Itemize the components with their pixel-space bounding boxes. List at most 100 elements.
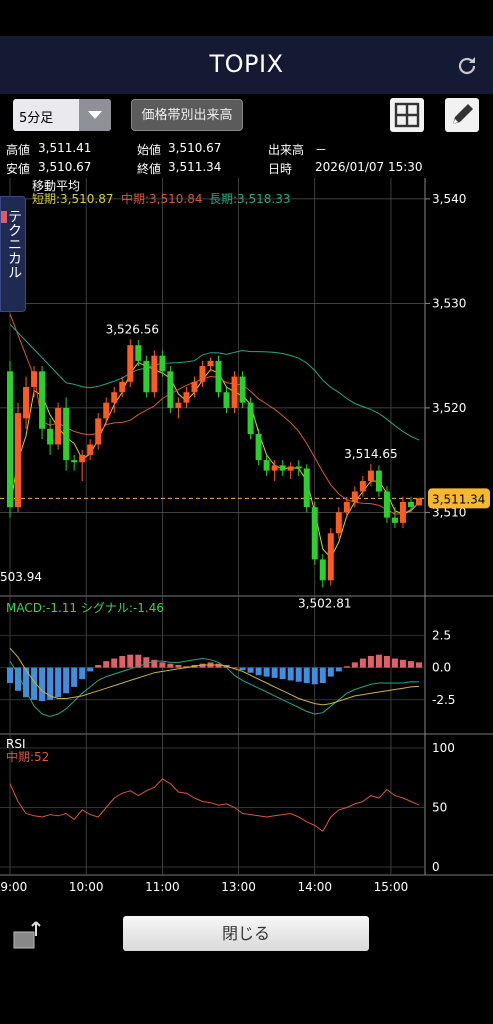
- candle-body: [295, 466, 302, 469]
- macd-histogram-bar: [135, 654, 142, 668]
- macd-histogram-bar: [416, 662, 422, 668]
- macd-histogram-bar: [175, 664, 182, 668]
- macd-histogram-bar: [47, 667, 54, 700]
- macd-histogram-bar: [39, 667, 46, 702]
- candle-body: [23, 387, 30, 419]
- macd-panel: [7, 647, 422, 718]
- macd-histogram-bar: [167, 663, 174, 668]
- low-annotation: 3,502.81: [298, 597, 351, 611]
- last-price-tag: [428, 488, 490, 509]
- candle-body: [143, 360, 150, 393]
- macd-histogram-bar: [359, 658, 366, 668]
- ma-legend-item: 長期:3,518.33: [209, 192, 290, 206]
- candle-body: [391, 517, 398, 523]
- ohlc-info: 高値 3,511.41 始値 3,510.67 出来高 － 安値 3,510.6…: [0, 136, 493, 178]
- macd-histogram-bar: [263, 667, 270, 677]
- timeframe-label: 5分足: [19, 111, 54, 126]
- status-bar: [0, 0, 493, 36]
- macd-histogram-bar: [255, 667, 262, 676]
- time-tick-label: 15:00: [374, 880, 409, 894]
- candle-body: [335, 512, 342, 534]
- candle-body: [47, 428, 54, 445]
- datetime-value: 2026/01/07 15:30: [315, 160, 423, 174]
- candle-body: [95, 418, 102, 445]
- macd-histogram-bar: [87, 667, 94, 672]
- candle-body: [303, 468, 310, 508]
- refresh-icon[interactable]: [455, 54, 479, 78]
- macd-histogram-bar: [351, 662, 358, 668]
- chart-area[interactable]: 3,540 3,530 3,520 3,510 09:00 10:00 11:00 13:00…: [0, 178, 493, 905]
- candle-body: [375, 470, 382, 492]
- candle-body: [271, 465, 278, 471]
- draw-pencil-icon[interactable]: [445, 98, 479, 132]
- price-tick-label: 3,540: [432, 192, 466, 206]
- macd-line: [9, 657, 420, 718]
- rotate-screen-icon[interactable]: [10, 918, 46, 952]
- candle-body: [263, 460, 270, 471]
- candle-body: [71, 460, 78, 463]
- low-label: 安値: [6, 162, 31, 176]
- macd-histogram-bar: [303, 667, 310, 684]
- header-bar: [0, 36, 493, 94]
- technical-side-tab[interactable]: テクニカル: [0, 196, 26, 312]
- high-value: 3,511.41: [38, 141, 92, 155]
- candle-body: [111, 392, 118, 403]
- layout-grid-icon[interactable]: [390, 98, 424, 132]
- macd-histogram-bar: [375, 654, 382, 668]
- close-button[interactable]: 閉じる: [123, 916, 369, 951]
- candle-body: [343, 501, 350, 513]
- candle-body: [15, 413, 22, 508]
- macd-signal-line: [9, 647, 420, 706]
- high-annotation: 3,526.56: [106, 322, 159, 336]
- time-tick-label: 10:00: [69, 880, 104, 894]
- candle-body: [311, 507, 318, 560]
- candle-body: [199, 366, 206, 382]
- rsi-tick-label: 0: [432, 860, 440, 874]
- rsi-tick-label: 100: [432, 741, 455, 755]
- open-label: 始値: [137, 143, 162, 157]
- macd-histogram-bar: [183, 666, 190, 668]
- macd-tick-label: 2.5: [432, 628, 451, 642]
- macd-histogram-bar: [215, 663, 222, 668]
- long-ma-line: [9, 323, 420, 441]
- rsi-line: [9, 778, 420, 833]
- candle-body: [279, 465, 286, 471]
- macd-histogram-bar: [343, 666, 350, 668]
- macd-histogram-bar: [407, 661, 414, 668]
- candlestick-series: [7, 339, 422, 588]
- candle-body: [327, 533, 334, 581]
- macd-histogram-bar: [271, 667, 278, 678]
- short-ma-line: [9, 361, 420, 559]
- left-low-annotation: 503.94: [0, 570, 42, 584]
- candle-body: [63, 407, 70, 461]
- macd-histogram-bar: [319, 667, 326, 684]
- macd-histogram-bar: [327, 667, 334, 677]
- chart-labels: 3,540 3,530 3,520 3,510 09:00 10:00 11:00 13:00…: [0, 179, 490, 894]
- page-title: TOPIX: [209, 50, 284, 78]
- candle-body: [207, 360, 214, 367]
- volume-by-price-button[interactable]: 価格帯別出来高: [131, 99, 243, 131]
- candle-body: [119, 381, 126, 393]
- macd-histogram-bar: [231, 667, 238, 669]
- technical-tab-label: テクニカル: [6, 209, 22, 279]
- macd-histogram-bar: [159, 662, 166, 668]
- macd-histogram-bar: [55, 667, 62, 698]
- time-tick-label: 14:00: [297, 880, 332, 894]
- candle-body: [87, 444, 94, 455]
- tab-marker: [1, 211, 7, 223]
- candle-body: [239, 376, 246, 403]
- macd-histogram-bar: [79, 667, 86, 680]
- macd-histogram-bar: [383, 655, 390, 668]
- rsi-panel: [9, 778, 420, 833]
- candle-body: [416, 498, 422, 506]
- rsi-tick-label: 50: [432, 801, 447, 815]
- macd-histogram-bar: [199, 663, 206, 668]
- candle-body: [127, 345, 134, 382]
- macd-histogram-bar: [295, 667, 302, 682]
- macd-histogram-bar: [119, 655, 126, 668]
- last-price-value: 3,511.34: [432, 492, 485, 506]
- timeframe-select[interactable]: 5分足: [13, 99, 111, 131]
- macd-histogram-bar: [367, 655, 374, 668]
- macd-histogram-bar: [127, 654, 134, 668]
- close-value: 3,511.34: [168, 160, 222, 174]
